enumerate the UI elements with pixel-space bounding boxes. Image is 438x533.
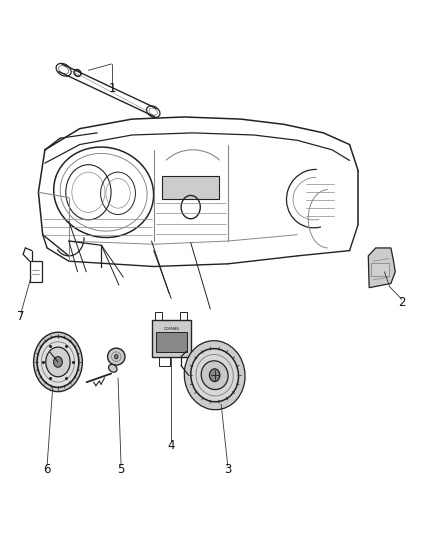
Ellipse shape	[46, 347, 70, 377]
Text: DORMAN: DORMAN	[163, 327, 179, 331]
Text: 6: 6	[43, 463, 51, 475]
Bar	[162, 176, 219, 199]
Text: 3: 3	[224, 463, 231, 475]
Bar	[371, 263, 389, 276]
Text: 2: 2	[398, 296, 406, 309]
Ellipse shape	[108, 348, 125, 365]
Text: 7: 7	[17, 310, 25, 324]
Text: 5: 5	[117, 463, 125, 475]
Ellipse shape	[53, 357, 62, 367]
Text: 1: 1	[109, 83, 116, 95]
Ellipse shape	[191, 349, 239, 402]
Ellipse shape	[37, 336, 79, 387]
Ellipse shape	[201, 361, 228, 390]
Bar	[180, 312, 187, 319]
Bar	[152, 319, 191, 357]
Polygon shape	[368, 248, 395, 288]
Bar	[155, 312, 162, 319]
Ellipse shape	[209, 369, 220, 382]
Ellipse shape	[184, 341, 245, 410]
Ellipse shape	[115, 354, 118, 359]
Ellipse shape	[34, 332, 82, 392]
Ellipse shape	[109, 365, 117, 372]
Text: 4: 4	[167, 439, 175, 451]
Bar	[156, 332, 187, 352]
Bar	[159, 357, 170, 366]
Bar	[30, 261, 42, 282]
